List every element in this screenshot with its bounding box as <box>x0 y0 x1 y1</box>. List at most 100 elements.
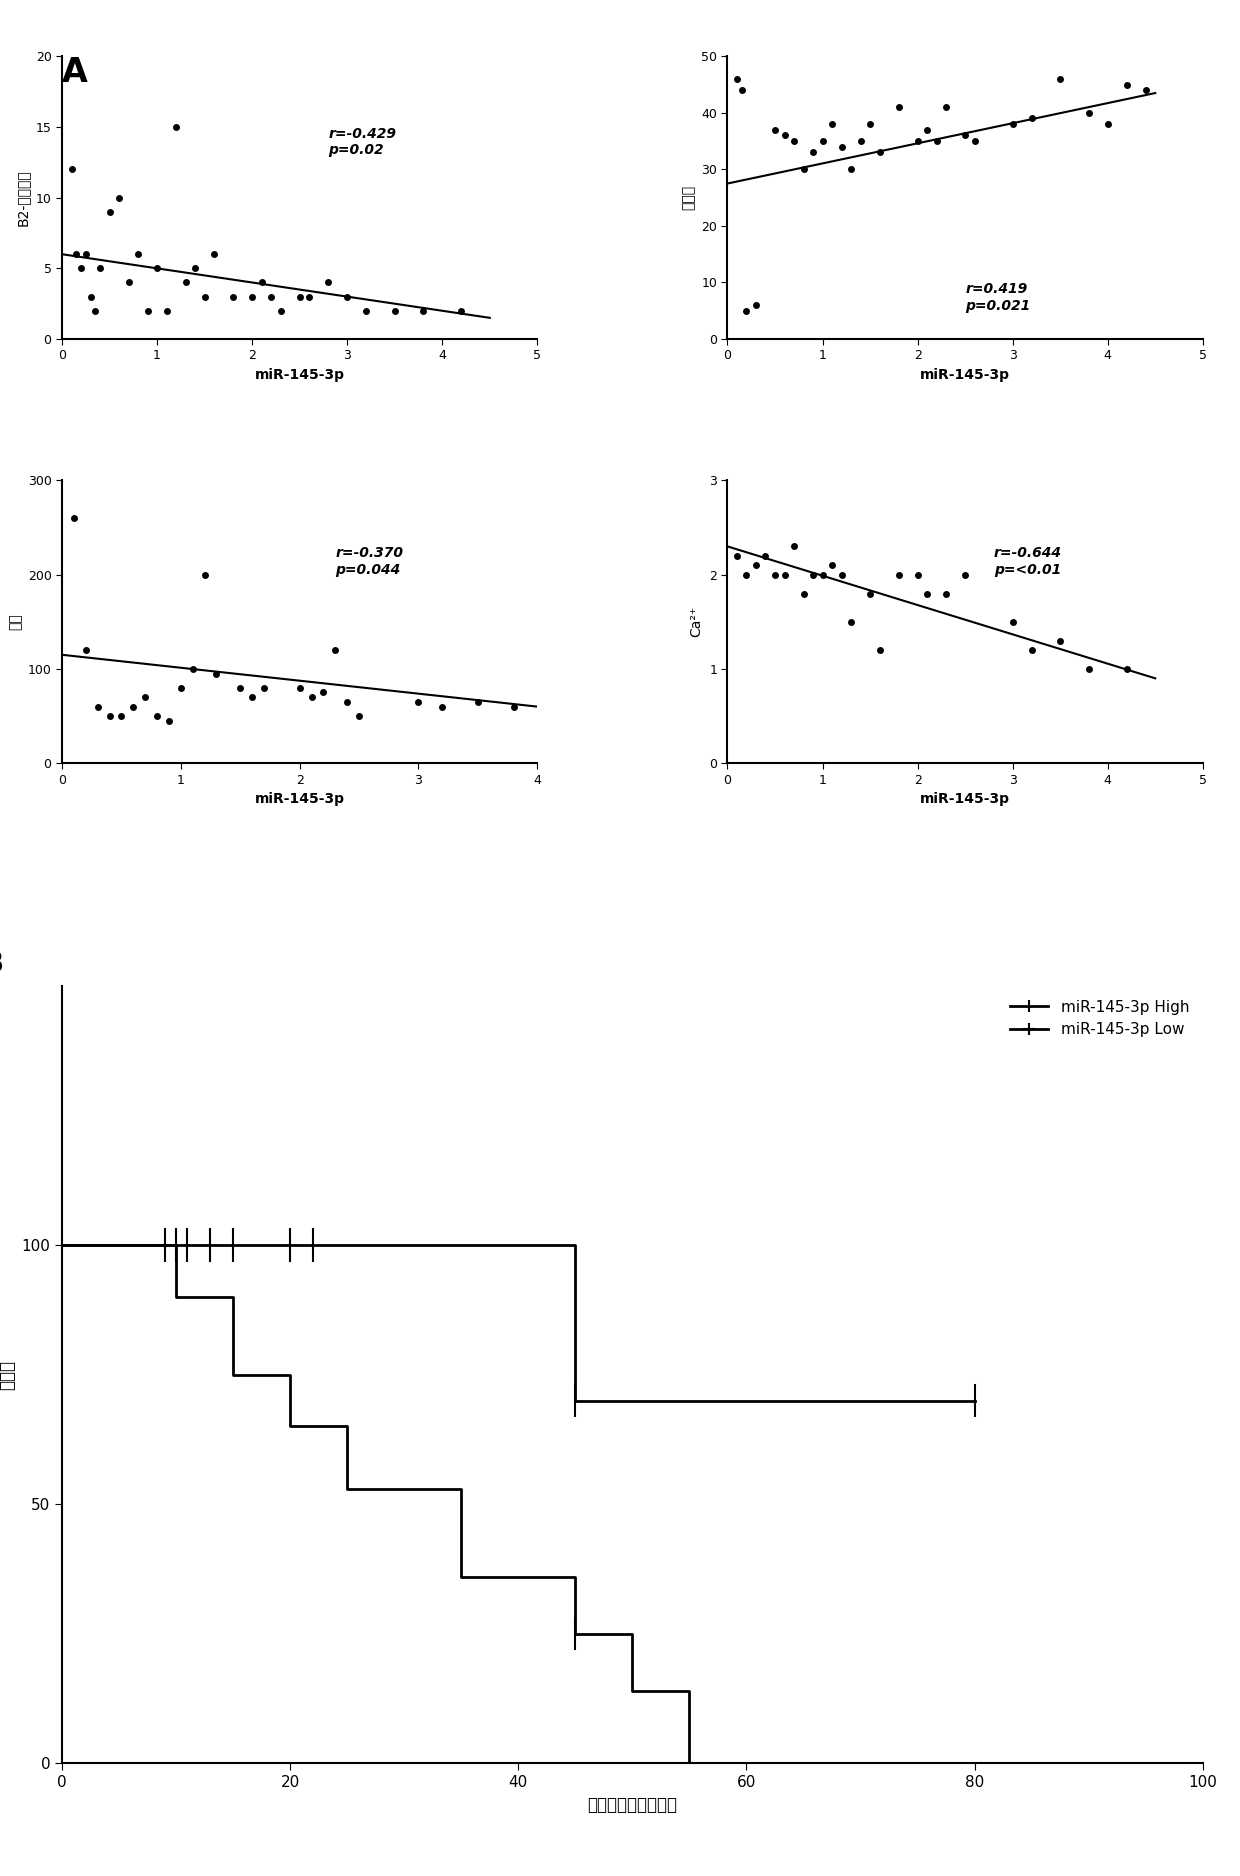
miR-145-3p Low <box>568 1623 583 1645</box>
miR-145-3p Low <box>169 1285 184 1308</box>
Point <box>176 268 196 298</box>
Point <box>205 240 224 270</box>
Y-axis label: 生存率: 生存率 <box>0 1360 16 1390</box>
Point <box>841 154 861 184</box>
Line: miR-145-3p High: miR-145-3p High <box>62 1246 975 1401</box>
Point <box>1022 636 1042 666</box>
Y-axis label: 肌酐: 肌酐 <box>9 613 22 630</box>
Point <box>314 677 334 707</box>
miR-145-3p Low <box>226 1285 241 1308</box>
miR-145-3p Low <box>226 1364 241 1386</box>
Point <box>918 114 937 144</box>
Point <box>91 253 110 283</box>
Point <box>128 240 148 270</box>
Point <box>804 137 823 167</box>
Point <box>908 559 928 589</box>
Point <box>812 559 832 589</box>
X-axis label: miR-145-3p: miR-145-3p <box>920 368 1011 383</box>
miR-145-3p High <box>967 1390 982 1413</box>
Point <box>451 296 471 326</box>
Point <box>1136 75 1156 105</box>
Point <box>408 687 429 717</box>
Point <box>926 126 946 156</box>
miR-145-3p Low <box>568 1566 583 1589</box>
Point <box>794 578 813 608</box>
Point <box>99 702 119 732</box>
Point <box>1022 103 1042 133</box>
Point <box>861 578 880 608</box>
miR-145-3p Low <box>454 1478 469 1501</box>
Point <box>775 120 795 150</box>
Point <box>148 253 167 283</box>
Point <box>1117 655 1137 685</box>
Text: r=-0.644
p=<0.01: r=-0.644 p=<0.01 <box>993 546 1061 576</box>
Point <box>99 197 119 227</box>
Point <box>123 692 143 722</box>
Point <box>270 296 290 326</box>
Line: miR-145-3p Low: miR-145-3p Low <box>62 1246 746 1763</box>
Point <box>737 296 756 326</box>
Point <box>337 281 357 311</box>
Point <box>86 296 105 326</box>
Point <box>908 126 928 156</box>
Point <box>861 109 880 139</box>
Point <box>433 692 453 722</box>
Text: B: B <box>0 949 4 977</box>
miR-145-3p High <box>568 1234 583 1257</box>
Point <box>1079 655 1099 685</box>
Text: r=0.419
p=0.021: r=0.419 p=0.021 <box>965 283 1030 313</box>
Point <box>775 559 795 589</box>
Text: r=-0.370
p=0.044: r=-0.370 p=0.044 <box>335 546 403 576</box>
Point <box>62 154 82 184</box>
Y-axis label: Ca²⁺: Ca²⁺ <box>689 606 703 638</box>
Point <box>467 687 487 717</box>
Point <box>166 113 186 143</box>
X-axis label: 无进展生存期（月）: 无进展生存期（月） <box>588 1795 677 1814</box>
miR-145-3p Low <box>55 1234 69 1257</box>
miR-145-3p High <box>967 1390 982 1413</box>
Point <box>119 268 139 298</box>
miR-145-3p Low <box>454 1566 469 1589</box>
Point <box>64 503 84 533</box>
Point <box>1003 606 1023 636</box>
Point <box>156 296 176 326</box>
X-axis label: miR-145-3p: miR-145-3p <box>254 792 345 807</box>
Point <box>290 673 310 704</box>
X-axis label: miR-145-3p: miR-145-3p <box>920 792 1011 807</box>
Point <box>869 137 889 167</box>
miR-145-3p Low <box>625 1623 640 1645</box>
Point <box>784 531 804 561</box>
Point <box>1003 109 1023 139</box>
Point <box>737 559 756 589</box>
Point <box>207 658 227 688</box>
Point <box>746 291 766 321</box>
Point <box>1050 625 1070 655</box>
Point <box>955 559 975 589</box>
miR-145-3p Low <box>625 1679 640 1702</box>
miR-145-3p Low <box>682 1752 697 1775</box>
Point <box>67 240 87 270</box>
Point <box>1097 109 1117 139</box>
Point <box>325 636 345 666</box>
Point <box>109 182 129 212</box>
Point <box>356 296 376 326</box>
Point <box>81 281 100 311</box>
Point <box>262 281 281 311</box>
Point <box>242 281 262 311</box>
Point <box>252 268 272 298</box>
Y-axis label: 白蛋白: 白蛋白 <box>682 186 696 210</box>
X-axis label: miR-145-3p: miR-145-3p <box>254 368 345 383</box>
Point <box>936 92 956 122</box>
Point <box>889 92 909 122</box>
miR-145-3p Low <box>739 1752 754 1775</box>
Point <box>195 559 215 589</box>
Y-axis label: B2-微球蛋白: B2-微球蛋白 <box>16 169 30 225</box>
Point <box>159 705 179 735</box>
Point <box>185 253 205 283</box>
Point <box>254 673 274 704</box>
Point <box>804 559 823 589</box>
Text: r=-0.429
p=0.02: r=-0.429 p=0.02 <box>329 128 397 158</box>
Point <box>299 281 319 311</box>
Point <box>242 683 262 713</box>
Point <box>148 702 167 732</box>
